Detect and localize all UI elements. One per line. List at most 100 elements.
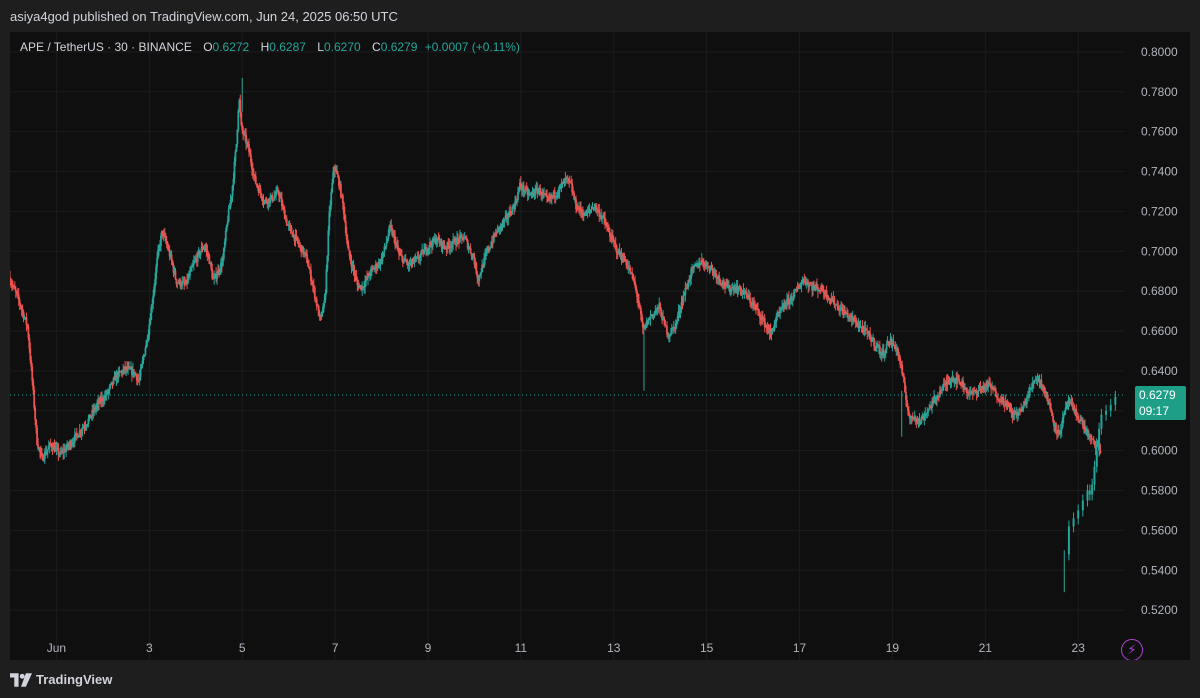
candle-body	[1073, 406, 1076, 413]
candle-body	[94, 407, 97, 410]
candle-body	[412, 261, 415, 264]
candle-body	[461, 237, 464, 241]
candle-body	[1005, 400, 1008, 408]
x-tick-label: 21	[979, 641, 993, 655]
candle-body	[75, 432, 78, 435]
tradingview-logo[interactable]: TradingView	[10, 672, 112, 687]
candle-body	[237, 110, 240, 130]
candle-body	[1038, 379, 1041, 382]
candle-body	[607, 227, 609, 230]
candle-body	[841, 307, 844, 310]
candle-body	[351, 264, 354, 268]
candle-body	[890, 338, 893, 346]
candle-body	[845, 312, 847, 314]
candle-body	[910, 415, 913, 418]
chart-panel[interactable]: 0.8000 0.7800 0.7600 0.7400 0.7200 0.7000 0.68…	[10, 32, 1190, 661]
candle-body	[544, 193, 546, 195]
candle-body	[92, 410, 95, 413]
candle-body	[580, 211, 583, 213]
candle-body	[812, 285, 814, 291]
candle-body	[423, 249, 426, 255]
candle-body	[1029, 388, 1032, 390]
candle-body	[918, 419, 921, 424]
candle-body	[713, 271, 716, 274]
candle-body	[489, 247, 491, 250]
candle-body	[462, 238, 465, 241]
candle-body	[808, 284, 811, 287]
candle-body	[1021, 410, 1023, 412]
candle-body	[416, 256, 419, 258]
candle-body	[110, 381, 113, 384]
candle-body	[59, 451, 62, 455]
candle-body	[329, 205, 332, 212]
candle-body	[512, 206, 515, 208]
candle-body	[188, 275, 190, 277]
candle-body	[737, 289, 740, 293]
candle-body	[621, 259, 624, 262]
candle-body	[746, 294, 749, 299]
candle-body	[250, 154, 252, 163]
candle-body	[418, 259, 421, 261]
candle-body	[483, 257, 486, 268]
candle-body	[863, 327, 866, 333]
candle-body	[625, 261, 628, 266]
candle-body	[616, 253, 619, 255]
candle-body	[233, 161, 236, 179]
candle-body	[65, 448, 68, 452]
candle-body	[121, 371, 124, 374]
candle-body	[1098, 428, 1101, 451]
candle-body	[1067, 526, 1070, 555]
candle-body	[115, 373, 118, 381]
candle-body	[295, 234, 298, 237]
candle-body	[757, 308, 759, 310]
candle-body	[240, 112, 243, 125]
candle-body	[97, 400, 99, 404]
candle-body	[1070, 401, 1073, 405]
candle-body	[196, 252, 199, 262]
x-tick-label: Jun	[47, 641, 66, 655]
candle-body	[213, 276, 216, 280]
candle-body	[86, 424, 89, 426]
candle-body	[144, 347, 147, 355]
lightning-icon[interactable]: ⚡	[1121, 639, 1143, 661]
candle-body	[1078, 420, 1081, 422]
candle-body	[296, 236, 299, 242]
candle-body	[312, 285, 315, 288]
candle-body	[341, 195, 344, 204]
candle-body	[247, 142, 249, 144]
candle-body	[501, 221, 504, 226]
candle-body	[469, 247, 472, 254]
candle-body	[563, 178, 566, 185]
candle-body	[1023, 401, 1025, 407]
candle-body	[730, 287, 733, 291]
candle-body	[797, 287, 800, 289]
candle-body	[265, 199, 268, 203]
candle-body	[191, 264, 194, 267]
candle-body	[340, 184, 342, 198]
candle-body	[566, 177, 569, 179]
price-chart[interactable]: 0.8000 0.7800 0.7600 0.7400 0.7200 0.7000 0.68…	[10, 32, 1190, 660]
candle-body	[464, 236, 467, 239]
candle-body	[631, 272, 634, 275]
candle-body	[549, 195, 551, 199]
candle-body	[1010, 409, 1013, 413]
candle-body	[965, 387, 967, 389]
candle-body	[545, 194, 547, 196]
candle-body	[374, 264, 377, 268]
candle-body	[1071, 404, 1074, 407]
candle-body	[503, 219, 506, 223]
candle-body	[754, 304, 756, 308]
candle-body	[535, 188, 538, 190]
candle-body	[846, 312, 848, 314]
candle-body	[304, 252, 307, 254]
candle-body	[318, 314, 321, 317]
symbol-label[interactable]: APE / TetherUS · 30 · BINANCE	[20, 40, 192, 54]
x-tick-label: 7	[332, 641, 339, 655]
candle-body	[113, 375, 116, 379]
candle-body	[601, 217, 604, 219]
candle-body	[430, 244, 433, 247]
candle-body	[542, 191, 545, 195]
candle-body	[583, 212, 586, 216]
candle-body	[710, 267, 713, 269]
candle-body	[417, 256, 420, 260]
